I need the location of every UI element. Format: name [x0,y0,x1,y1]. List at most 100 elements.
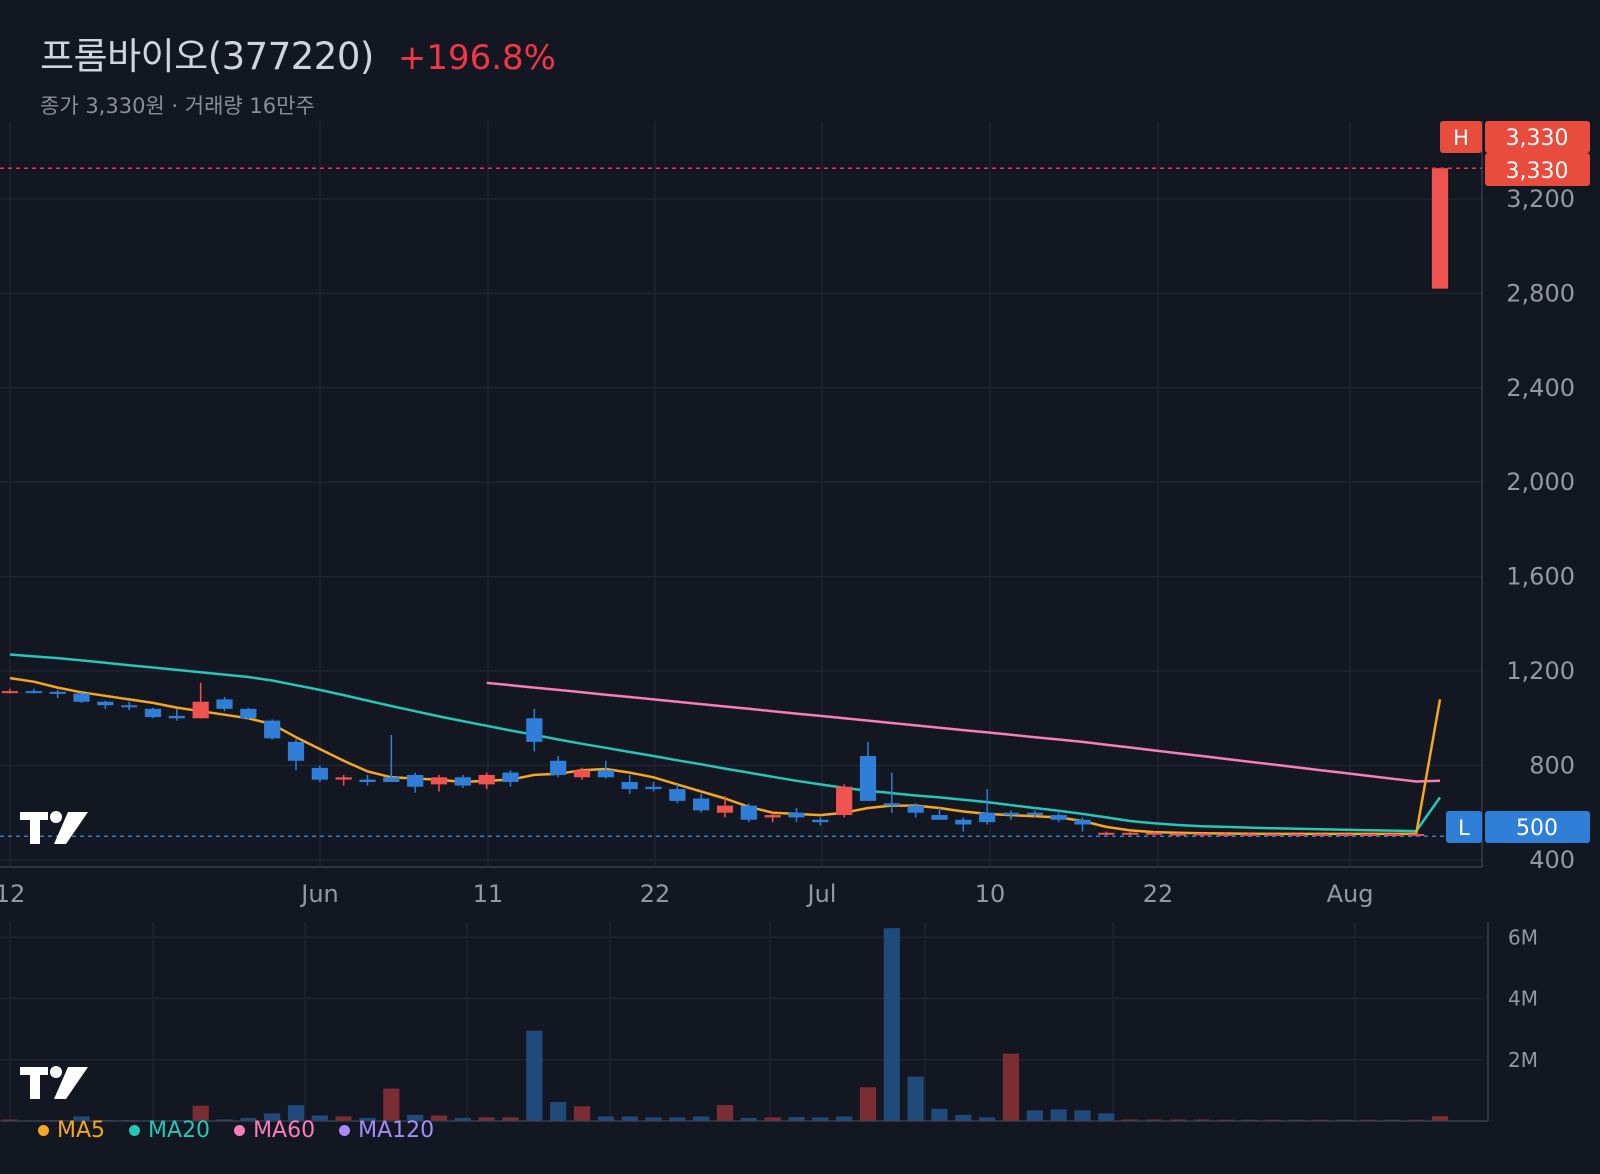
candle-body [144,708,162,718]
volume-bar [764,1117,781,1121]
chart-header: 프롬바이오(377220) +196.8% 종가 3,330원 · 거래량 16… [40,26,556,120]
volume-bar [359,1117,376,1121]
candle-body [121,705,138,708]
stock-title: 프롬바이오(377220) [40,35,374,78]
candle [1360,833,1377,836]
candle [1217,832,1234,836]
candle [907,803,924,818]
volume-bar [1098,1113,1115,1121]
candle-body [25,691,42,694]
high-low-levels [0,167,1482,838]
volume-bar [478,1117,495,1121]
candle-body [478,774,495,785]
candle [359,774,376,786]
volume-bar [955,1114,972,1121]
volume-y-tick-label: 2M [1508,1048,1538,1072]
candle-body [1026,812,1043,816]
candle-body [1002,812,1020,816]
low-badge: L 500 [1446,811,1590,843]
candle [25,688,42,694]
candle-body [1169,833,1186,836]
candle [597,760,614,779]
candle-body [49,691,66,694]
candle-body [216,699,233,709]
volume-bar [407,1114,424,1121]
volume-bar [836,1116,853,1121]
y-tick-label: 800 [1529,751,1575,779]
candle [454,774,471,788]
volume-y-tick-label: 6M [1508,925,1538,949]
candle [335,774,352,786]
high-badge: H 3,330 [1440,121,1590,153]
candle-body [359,779,376,783]
x-tick-label: Jul [806,880,837,908]
high-tag: H [1453,126,1469,150]
candle-body [669,789,686,801]
candle-body [764,815,781,818]
candle [1074,817,1091,832]
volume-bar [502,1117,519,1121]
volume-bar [573,1106,591,1121]
candle [1098,831,1115,836]
candle [1288,833,1306,836]
candle [812,817,829,826]
volume-bars [1,928,1449,1121]
candle-body [693,798,710,811]
candle [621,774,638,794]
candle [1050,812,1067,823]
legend-item-ma120[interactable]: MA120 [339,1118,434,1143]
volume-bar [526,1030,543,1121]
legend-label: MA20 [148,1118,211,1143]
candle-body [907,805,924,813]
candle-body [335,777,352,780]
x-tick-label: 10 [975,880,1006,908]
volume-bar [979,1117,996,1121]
candle [1145,831,1163,836]
candle-body [1384,833,1401,836]
volume-bar [1,1119,19,1121]
volume-bar [311,1115,328,1121]
volume-bar [883,928,900,1121]
candle-body [383,777,400,783]
candle [645,782,662,792]
candle-body [1,691,19,694]
volume-bar [716,1105,734,1121]
legend-label: MA60 [253,1118,316,1143]
volume-y-tick-label: 4M [1508,987,1538,1011]
volume-bar [383,1088,400,1121]
volume-bar [192,1105,209,1121]
candle-body [955,819,972,825]
legend-item-ma5[interactable]: MA5 [38,1118,105,1143]
candle-body [1145,832,1163,835]
candle [1336,833,1353,836]
candle-body [883,803,900,806]
candle [264,719,281,740]
candle [740,803,757,823]
candle-body [931,815,948,820]
legend-label: MA120 [358,1118,435,1143]
legend-color-dot [38,1125,49,1136]
candle [478,772,495,790]
candle-body [526,718,543,742]
tradingview-logo-icon [20,1066,88,1099]
candle [883,772,900,813]
y-tick-label: 1,600 [1506,563,1575,591]
candle-body [1193,833,1210,836]
candle-body [311,767,328,780]
candle [1002,810,1020,820]
volume-bar [931,1108,948,1121]
x-tick-label: 11 [473,880,504,908]
candle-body [740,805,757,820]
ma20-line [9,653,1442,833]
volume-bar [597,1116,614,1121]
candle [168,708,185,721]
legend-color-dot [234,1125,246,1136]
candle-body [573,770,591,778]
legend-item-ma20[interactable]: MA20 [129,1118,210,1143]
candle-body [287,741,305,761]
candle [573,767,591,780]
legend-item-ma60[interactable]: MA60 [234,1118,315,1143]
candle [1431,168,1449,289]
candle [73,692,90,703]
